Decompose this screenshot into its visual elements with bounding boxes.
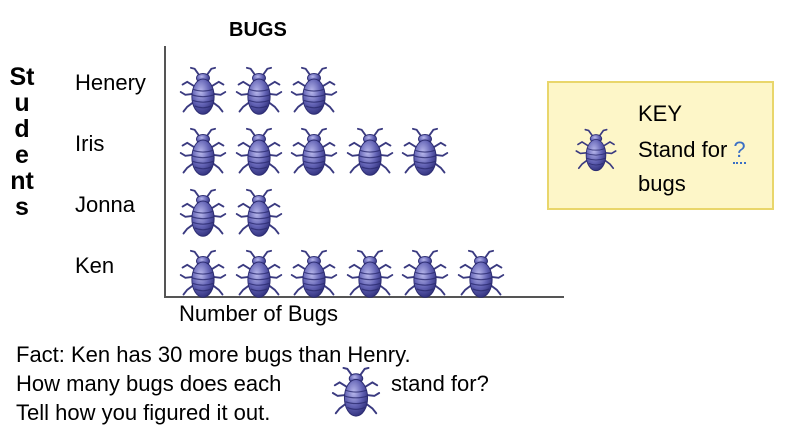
- bug-icon: [176, 188, 230, 240]
- question-text-end: stand for?: [391, 371, 489, 396]
- category-label: Ken: [75, 253, 115, 278]
- y-axis-label: Students: [9, 63, 35, 221]
- bug-icon: [398, 249, 452, 301]
- bug-icon: [232, 66, 286, 118]
- bug-icon: [287, 127, 341, 179]
- key-box: KEY Stand for ? bugs: [547, 81, 774, 210]
- bug-icon: [343, 249, 397, 301]
- bug-icon: [176, 249, 230, 301]
- key-title: KEY: [638, 101, 683, 126]
- chart-title: BUGS: [229, 19, 287, 41]
- bug-icon: [176, 66, 230, 118]
- key-stand-for: Stand for ?: [638, 137, 746, 164]
- key-value-placeholder: ?: [733, 137, 746, 164]
- x-axis-line: [164, 296, 564, 298]
- bug-icon: [287, 249, 341, 301]
- category-label: Henery: [75, 70, 146, 95]
- category-label: Jonna: [75, 192, 135, 217]
- bug-icon: [232, 249, 286, 301]
- question-text: How many bugs does each: [16, 371, 282, 396]
- fact-text: Fact: Ken has 30 more bugs than Henry.: [16, 342, 411, 367]
- instruction-text: Tell how you figured it out.: [16, 400, 271, 425]
- category-label: Iris: [75, 131, 105, 156]
- key-unit: bugs: [638, 171, 686, 196]
- bug-icon: [176, 127, 230, 179]
- key-stand-for-text: Stand for: [638, 137, 728, 162]
- bug-icon: [232, 188, 286, 240]
- y-axis-line: [164, 46, 166, 298]
- bug-icon: [454, 249, 508, 301]
- bug-icon: [398, 127, 452, 179]
- bug-icon: [573, 125, 619, 177]
- bug-icon: [287, 66, 341, 118]
- bug-icon: [232, 127, 286, 179]
- bug-icon: [328, 366, 384, 420]
- x-axis-label: Number of Bugs: [179, 301, 338, 326]
- bug-icon: [343, 127, 397, 179]
